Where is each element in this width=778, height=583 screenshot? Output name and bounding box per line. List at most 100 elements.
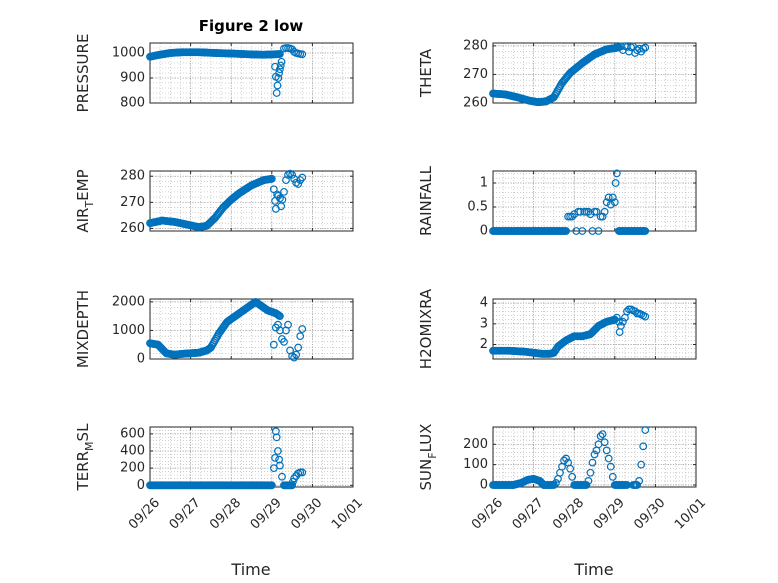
pressure-data-point [272,89,281,97]
h2omixra-data-point [631,307,639,316]
pressure-y-tick-label: 900 [120,71,145,86]
air_temp-data-point [294,180,303,188]
sun_flux-y-axis-label-sub: F [426,452,439,458]
sun_flux-data-point [582,481,591,489]
terr_msl-y-tick-label: 400 [120,444,145,459]
terr_msl-y-tick-label: 0 [137,478,145,493]
rainfall-data-point [562,227,570,235]
mixdepth-data-point [269,340,278,349]
terr_msl-data-point [278,472,286,481]
sun_flux-y-tick-label: 200 [463,437,488,452]
rainfall-data-point [608,193,617,202]
terr_msl-data-point [298,468,307,477]
pressure-data-point [273,81,282,90]
terr_msl-data-point [276,461,284,470]
air_temp-y-axis-label-base: AIR [74,208,92,233]
sun_flux-data-point [590,450,599,459]
pressure-markers [146,44,307,97]
mixdepth-data-point [294,343,303,352]
x-axis-label-left: Time [230,560,270,579]
subplot-air-temp: 260 270 280 AIRTEMP [74,169,354,236]
mixdepth-data-point [298,325,307,333]
sun_flux-data-point [550,481,558,489]
pressure-y-axis-label: PRESSURE [74,34,92,113]
pressure-data-point [276,50,284,58]
subplot-theta: 260 270 280 THETA [417,38,697,111]
sun_flux-y-tick-label: 0 [480,477,488,492]
terr_msl-y-axis-label-base: TERR [74,451,92,492]
sun_flux-axes-box [492,426,697,488]
rainfall-data-point [600,207,609,216]
theta-data-point [641,43,650,52]
mixdepth-data-point [276,312,284,321]
sun_flux-data-point [584,477,593,485]
air_temp-data-point [286,169,294,178]
rainfall-data-point [641,227,650,235]
h2omixra-data-point [612,313,621,322]
theta-y-axis-label-base: THETA [417,48,435,98]
pressure-data-point [276,61,285,70]
rainfall-data-point [592,207,601,216]
terr_msl-grid [149,426,354,487]
mixdepth-data-point [296,332,305,341]
air_temp-data-point [284,171,292,179]
theta-y-tick-label: 280 [463,38,488,53]
mixdepth-y-tick-label: 0 [137,352,145,367]
air_temp-y-tick-label: 260 [120,221,145,236]
rainfall-data-point [578,227,587,235]
sun_flux-data-point [602,446,611,455]
terr_msl-y-axis-label: TERRMSL [74,423,96,492]
sun_flux-y-tick-label: 100 [463,457,488,472]
air_temp-data-point [292,178,301,187]
terr_msl-data-point [273,447,282,455]
rainfall-data-point [598,212,607,221]
h2omixra-data-point [619,317,627,326]
h2omixra-data-point [610,315,619,324]
mixdepth-data-point [284,320,292,329]
sun_flux-data-point [600,438,609,447]
sun_flux-data-point [588,458,597,467]
sun_flux-markers [489,426,650,489]
air_temp-y-axis-label-sub: T [83,201,96,209]
mixdepth-y-axis-label-base: MIXDEPTH [74,290,92,368]
sun_flux-data-point [633,481,642,489]
terr_msl-y-axis-label-rest: SL [74,423,92,442]
h2omixra-data-point [641,312,650,321]
h2omixra-y-tick-label: 4 [480,296,488,311]
rainfall-y-tick-label: 0.5 [467,200,488,215]
theta-y-tick-label: 260 [463,96,488,111]
air_temp-y-tick-label: 280 [120,169,145,184]
rainfall-data-point [611,179,620,187]
rainfall-y-axis-label-base: RAINFALL [417,165,435,236]
h2omixra-y-tick-label: 2 [480,337,488,352]
air_temp-y-axis-label-rest: EMP [74,169,92,200]
pressure-y-tick-label: 1000 [112,46,145,61]
rainfall-data-point [602,198,611,207]
rainfall-y-axis-label: RAINFALL [417,165,435,236]
sun_flux-y-axis-label-base: SUN [417,459,435,491]
terr_msl-data-point [289,477,297,486]
pressure-data-point [298,50,307,59]
mixdepth-data-point [280,337,288,346]
air_temp-y-axis-label: AIRTEMP [74,169,96,232]
sun_flux-data-point [639,442,648,451]
mixdepth-axes-box [149,298,354,360]
rainfall-y-tick-label: 1 [480,176,488,191]
sun_flux-data-point [568,472,577,481]
theta-y-axis-label: THETA [417,48,435,98]
air_temp-data-point [298,173,307,182]
mixdepth-y-tick-label: 1000 [112,323,145,338]
sun_flux-data-point [596,432,605,441]
sun_flux-data-point [598,430,607,439]
terr_msl-y-tick-label: 200 [120,461,145,476]
rainfall-data-point [568,212,577,221]
terr_msl-data-point [271,453,279,462]
sun_flux-data-point [586,468,595,477]
sun_flux-data-point [606,462,615,471]
mixdepth-data-point [288,352,297,361]
mixdepth-data-point [292,350,301,359]
pressure-y-tick-label: 800 [120,96,145,111]
subplot-mixdepth: 0 1000 2000 MIXDEPTH [74,290,354,368]
rainfall-axes-box [492,170,697,232]
h2omixra-y-tick-label: 3 [480,316,488,331]
